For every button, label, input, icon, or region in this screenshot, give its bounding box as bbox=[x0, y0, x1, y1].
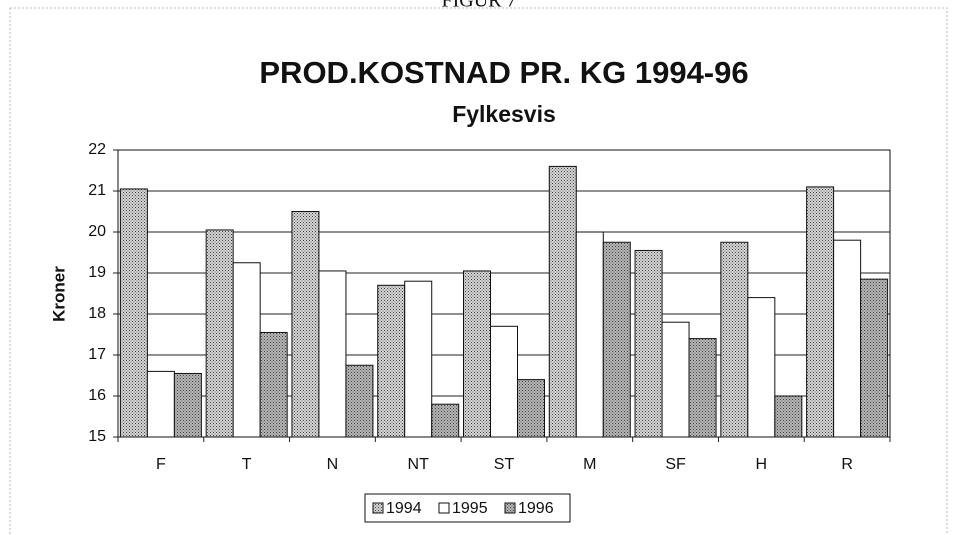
legend-swatch bbox=[438, 502, 450, 514]
bar bbox=[490, 325, 518, 438]
x-tick-label: N bbox=[327, 456, 339, 473]
x-tick-label: ST bbox=[494, 456, 515, 473]
figure-header: FIGUR 7 bbox=[441, 0, 516, 12]
bar bbox=[463, 270, 491, 438]
bar bbox=[661, 321, 690, 438]
bar bbox=[833, 239, 862, 438]
bar bbox=[318, 270, 347, 438]
bar bbox=[548, 165, 577, 438]
bar bbox=[146, 370, 175, 438]
x-tick-label: NT bbox=[408, 456, 430, 473]
legend-box bbox=[364, 493, 571, 523]
y-tick-label: 15 bbox=[88, 428, 106, 445]
chart-title: PROD.KOSTNAD PR. KG 1994-96 bbox=[259, 55, 748, 90]
legend-swatch bbox=[372, 502, 384, 514]
x-tick-label: F bbox=[156, 456, 166, 473]
bar bbox=[431, 403, 460, 438]
bar bbox=[517, 379, 545, 438]
bar bbox=[688, 338, 717, 438]
legend-swatch bbox=[504, 502, 516, 514]
bar bbox=[747, 297, 776, 438]
bar bbox=[205, 229, 234, 438]
legend-label: 1996 bbox=[518, 500, 554, 517]
y-tick-label: 16 bbox=[88, 387, 106, 404]
y-axis-label: Kroner bbox=[49, 266, 68, 322]
bar bbox=[232, 262, 261, 438]
bar bbox=[291, 211, 320, 438]
y-tick-label: 18 bbox=[88, 305, 106, 322]
y-tick-label: 17 bbox=[88, 346, 106, 363]
bar bbox=[259, 331, 288, 438]
bar bbox=[806, 186, 835, 438]
bar bbox=[602, 241, 631, 438]
legend-label: 1994 bbox=[386, 500, 422, 517]
bar bbox=[720, 241, 749, 438]
x-tick-label: R bbox=[841, 456, 853, 473]
bar bbox=[860, 278, 889, 438]
bar bbox=[345, 364, 374, 438]
bar bbox=[377, 284, 406, 438]
legend-label: 1995 bbox=[452, 500, 488, 517]
bar bbox=[774, 395, 803, 438]
x-tick-label: H bbox=[756, 456, 768, 473]
bar bbox=[634, 249, 663, 438]
x-tick-label: T bbox=[242, 456, 252, 473]
bar bbox=[173, 372, 202, 438]
x-tick-label: SF bbox=[665, 456, 686, 473]
y-tick-label: 20 bbox=[88, 223, 106, 240]
y-tick-label: 19 bbox=[88, 264, 106, 281]
x-tick-label: M bbox=[583, 456, 596, 473]
chart-subtitle: Fylkesvis bbox=[452, 101, 556, 127]
plot-border bbox=[117, 149, 891, 438]
bar bbox=[119, 188, 148, 438]
y-tick-label: 21 bbox=[88, 182, 106, 199]
bar bbox=[575, 231, 604, 438]
y-tick-label: 22 bbox=[88, 141, 106, 158]
frame bbox=[9, 7, 948, 535]
bar bbox=[404, 280, 433, 438]
